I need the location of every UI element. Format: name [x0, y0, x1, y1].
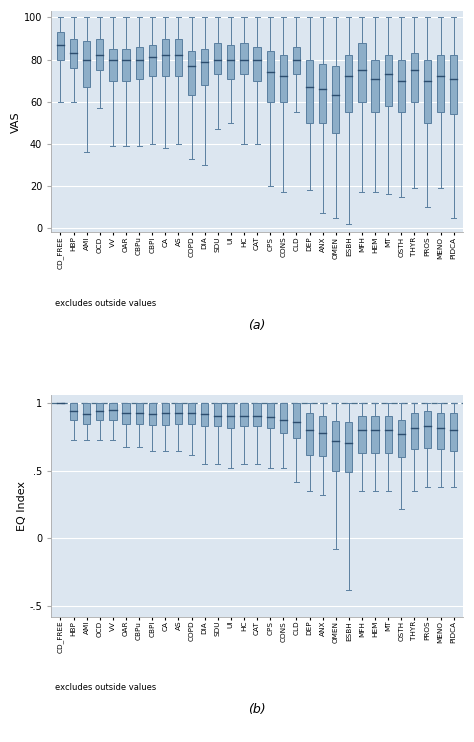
Bar: [70, 39, 77, 68]
Bar: [384, 416, 392, 453]
Bar: [188, 51, 195, 96]
Bar: [398, 59, 405, 112]
Bar: [96, 39, 103, 70]
Bar: [162, 404, 169, 425]
Bar: [214, 404, 221, 427]
Bar: [214, 43, 221, 74]
Bar: [358, 416, 365, 453]
Bar: [266, 51, 274, 102]
Bar: [109, 49, 117, 81]
Bar: [332, 66, 339, 134]
Bar: [424, 59, 431, 123]
Text: excludes outside values: excludes outside values: [55, 299, 157, 308]
Bar: [372, 416, 379, 453]
Bar: [254, 47, 261, 81]
Bar: [345, 56, 353, 112]
Bar: [83, 41, 90, 87]
Text: (a): (a): [248, 319, 266, 332]
Bar: [57, 32, 64, 59]
Bar: [293, 47, 300, 74]
Bar: [175, 39, 182, 76]
Bar: [162, 39, 169, 76]
Bar: [188, 404, 195, 424]
Bar: [437, 413, 444, 450]
Bar: [306, 59, 313, 123]
Bar: [122, 49, 129, 81]
Bar: [240, 404, 247, 427]
Bar: [96, 404, 103, 419]
Bar: [227, 404, 235, 427]
Bar: [411, 53, 418, 102]
Bar: [280, 56, 287, 102]
Bar: [450, 56, 457, 114]
Bar: [319, 64, 326, 123]
Bar: [122, 404, 129, 424]
Bar: [280, 404, 287, 433]
Y-axis label: EQ Index: EQ Index: [17, 481, 27, 531]
Bar: [149, 404, 156, 425]
Bar: [109, 404, 117, 419]
Bar: [450, 413, 457, 450]
Bar: [227, 45, 235, 79]
Bar: [240, 43, 247, 74]
Bar: [437, 56, 444, 112]
Bar: [70, 404, 77, 419]
Bar: [83, 404, 90, 424]
Bar: [398, 419, 405, 457]
Bar: [345, 422, 353, 472]
Bar: [358, 43, 365, 102]
Bar: [136, 404, 143, 424]
Bar: [136, 47, 143, 79]
Bar: [175, 404, 182, 424]
Bar: [149, 45, 156, 76]
Bar: [306, 413, 313, 455]
Bar: [293, 404, 300, 439]
Text: (b): (b): [248, 703, 266, 716]
Bar: [201, 404, 208, 427]
Bar: [411, 413, 418, 450]
Bar: [319, 416, 326, 456]
Bar: [254, 404, 261, 427]
Y-axis label: VAS: VAS: [11, 111, 21, 133]
Bar: [424, 412, 431, 448]
Text: excludes outside values: excludes outside values: [55, 683, 157, 692]
Bar: [266, 404, 274, 427]
Bar: [372, 59, 379, 112]
Bar: [332, 421, 339, 471]
Bar: [201, 49, 208, 85]
Bar: [384, 56, 392, 106]
